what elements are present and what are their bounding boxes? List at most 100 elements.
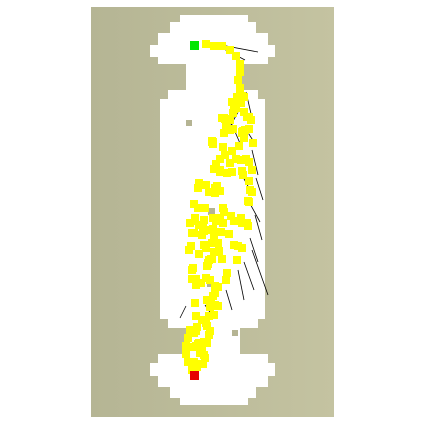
explored-node <box>220 129 228 137</box>
explored-node <box>242 155 250 163</box>
explored-node <box>202 319 210 327</box>
tree-edge <box>179 305 187 319</box>
explored-node <box>227 212 235 220</box>
explored-node <box>201 204 209 212</box>
explored-node <box>202 274 210 282</box>
endpoint-markers <box>190 41 199 380</box>
explored-node <box>192 281 200 289</box>
explored-node <box>186 219 194 227</box>
explored-node <box>226 159 234 167</box>
explored-node <box>189 343 197 351</box>
tree-edge <box>225 289 233 311</box>
explored-node <box>206 327 214 335</box>
explored-node <box>236 68 244 76</box>
explored-node <box>209 292 217 300</box>
explored-node <box>189 264 197 272</box>
explored-node <box>245 177 253 185</box>
explored-node <box>191 215 199 223</box>
explored-node <box>210 311 218 319</box>
explored-node <box>182 350 190 358</box>
explored-node <box>236 84 244 92</box>
goal-marker <box>190 371 199 380</box>
explored-node <box>226 46 234 54</box>
explored-node <box>218 255 226 263</box>
explored-node <box>210 165 218 173</box>
explored-node <box>228 147 236 155</box>
explored-node <box>202 40 210 48</box>
explored-node <box>236 91 244 99</box>
tree-edge <box>254 214 263 241</box>
explored-node <box>203 296 211 304</box>
tree-edge <box>237 269 245 301</box>
explored-node <box>219 219 227 227</box>
explored-node <box>197 279 205 287</box>
tree-edge <box>243 261 255 291</box>
explored-node <box>238 167 246 175</box>
explored-node <box>203 262 211 270</box>
tree-edge <box>249 237 259 263</box>
explored-node <box>182 342 190 350</box>
explored-node <box>210 248 218 256</box>
explored-node <box>214 283 222 291</box>
explored-node <box>249 139 257 147</box>
explored-node <box>222 276 230 284</box>
explored-node <box>244 197 252 205</box>
explored-node <box>236 60 244 68</box>
explored-node <box>223 169 231 177</box>
explored-node <box>193 323 201 331</box>
tree-edge <box>255 177 264 201</box>
explored-node <box>194 360 202 368</box>
explored-node <box>238 244 246 252</box>
explored-node <box>214 239 222 247</box>
explored-node <box>210 232 218 240</box>
explored-node <box>200 241 208 249</box>
explored-node <box>211 184 219 192</box>
explored-node <box>216 187 224 195</box>
explored-nodes <box>182 40 257 374</box>
explored-node <box>219 143 227 151</box>
explored-node <box>190 200 198 208</box>
explored-node <box>208 239 216 247</box>
explored-node <box>194 184 202 192</box>
explored-node <box>237 156 245 164</box>
explored-node <box>232 52 240 60</box>
explored-node <box>190 229 198 237</box>
explored-node <box>238 128 246 136</box>
explored-node <box>192 275 200 283</box>
explored-node <box>240 134 248 142</box>
explored-node <box>184 358 192 366</box>
explored-node <box>192 312 200 320</box>
explored-node <box>235 142 243 150</box>
explored-node <box>243 113 251 121</box>
explored-node <box>211 189 219 197</box>
explored-node <box>195 221 203 229</box>
explored-node <box>230 217 238 225</box>
explored-node <box>219 204 227 212</box>
explored-node <box>218 42 226 50</box>
explored-node <box>212 160 220 168</box>
explored-node <box>188 366 196 374</box>
tree-edge <box>251 149 259 176</box>
explored-node <box>228 168 236 176</box>
explored-node <box>191 299 199 307</box>
explored-node <box>196 349 204 357</box>
explored-node <box>217 228 225 236</box>
explored-node <box>226 116 234 124</box>
explored-node <box>200 216 208 224</box>
explored-node <box>232 155 240 163</box>
explored-node <box>199 360 207 368</box>
explored-node <box>234 76 242 84</box>
explored-node <box>244 222 252 230</box>
explored-node <box>245 125 253 133</box>
explored-node <box>184 334 192 342</box>
explored-node <box>205 188 213 196</box>
explored-node <box>226 126 234 134</box>
explored-node <box>216 155 224 163</box>
explored-node <box>233 256 241 264</box>
explored-node <box>202 181 210 189</box>
explored-node <box>216 168 224 176</box>
explored-node <box>214 302 222 310</box>
explored-node <box>210 42 218 50</box>
